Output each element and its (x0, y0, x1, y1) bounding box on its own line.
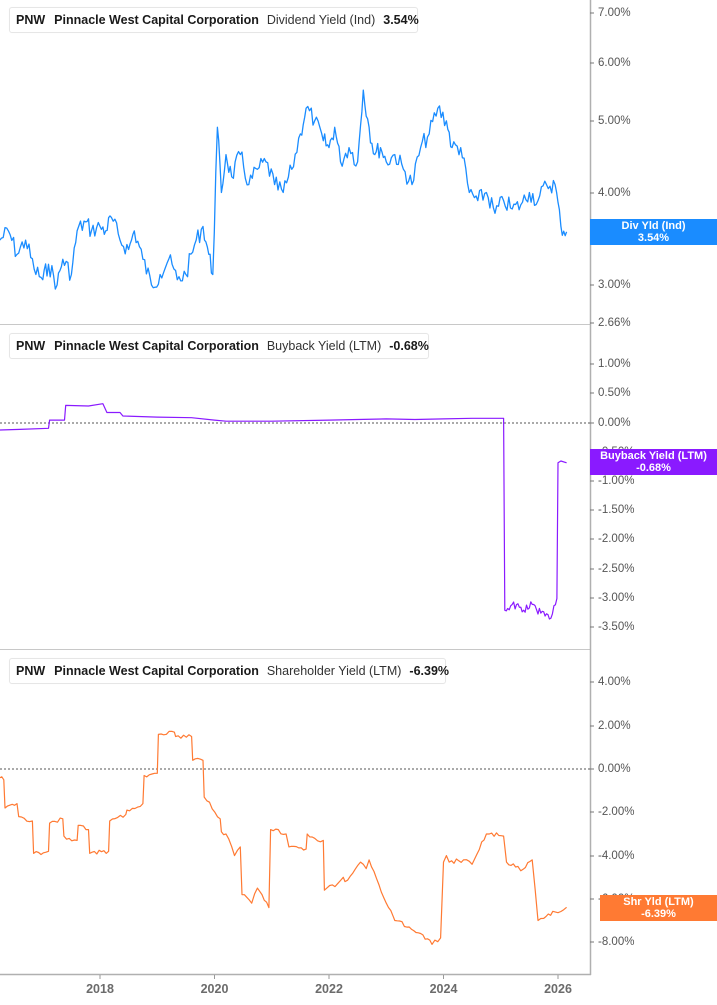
ticker-label: PNW (16, 339, 46, 353)
y-tick-label: 1.00% (598, 358, 631, 370)
shareholder-yield-line (0, 730, 567, 945)
x-tick-label: 2024 (429, 982, 458, 996)
y-tick-label: 3.00% (598, 279, 631, 291)
box-series-value: -6.39% (641, 908, 676, 920)
y-tick-label: 2.66% (598, 317, 631, 329)
buyback-yield-legend[interactable]: PNW Pinnacle West Capital Corporation Bu… (9, 333, 429, 359)
dividend-current-value-box: Div Yld (Ind) 3.54% (590, 219, 717, 245)
y-tick-label: 4.00% (598, 676, 631, 688)
box-series-name: Buyback Yield (LTM) (600, 450, 707, 462)
y-tick-label: -8.00% (598, 936, 635, 948)
box-series-value: -0.68% (636, 462, 671, 474)
company-name: Pinnacle West Capital Corporation (54, 13, 259, 27)
x-tick-label: 2026 (544, 982, 572, 996)
shareholder-yield-legend[interactable]: PNW Pinnacle West Capital Corporation Sh… (9, 658, 450, 684)
metric-name: Buyback Yield (LTM) (266, 339, 382, 353)
company-name: Pinnacle West Capital Corporation (54, 664, 259, 678)
metric-name: Shareholder Yield (LTM) (266, 664, 402, 678)
y-tick-label: 4.00% (598, 187, 631, 199)
metric-name: Dividend Yield (Ind) (266, 13, 376, 27)
y-tick-label: -2.50% (598, 563, 635, 575)
shareholder-current-value-box: Shr Yld (LTM) -6.39% (600, 895, 717, 921)
x-tick-label: 2022 (315, 982, 343, 996)
y-tick-label: 5.00% (598, 115, 631, 127)
y-tick-label: 0.00% (598, 763, 631, 775)
y-tick-label: 0.00% (598, 417, 631, 429)
ticker-label: PNW (16, 13, 46, 27)
y-tick-label: 7.00% (598, 7, 631, 19)
y-tick-label: -2.00% (598, 533, 635, 545)
x-tick-label: 2018 (86, 982, 114, 996)
y-tick-label: 0.50% (598, 387, 631, 399)
metric-value: -6.39% (409, 664, 450, 678)
buyback-current-value-box: Buyback Yield (LTM) -0.68% (590, 449, 717, 475)
metric-value: 3.54% (383, 13, 419, 27)
box-series-name: Div Yld (Ind) (621, 220, 686, 232)
y-tick-label: -3.00% (598, 592, 635, 604)
y-tick-label: 6.00% (598, 57, 631, 69)
box-series-value: 3.54% (637, 232, 670, 244)
y-tick-label: -1.50% (598, 504, 635, 516)
ticker-label: PNW (16, 664, 46, 678)
dividend-yield-legend[interactable]: PNW Pinnacle West Capital Corporation Di… (9, 7, 419, 33)
y-tick-label: -1.00% (598, 475, 635, 487)
y-tick-label: 2.00% (598, 720, 631, 732)
buyback-yield-line (0, 403, 567, 620)
x-axis-ticks (99, 975, 559, 979)
company-name: Pinnacle West Capital Corporation (54, 339, 259, 353)
box-series-name: Shr Yld (LTM) (623, 896, 694, 908)
y-tick-label: -4.00% (598, 850, 635, 862)
y-tick-label: -3.50% (598, 621, 635, 633)
x-tick-label: 2020 (200, 982, 229, 996)
metric-value: -0.68% (389, 339, 429, 353)
dividend-yield-line (0, 89, 568, 290)
y-tick-label: -2.00% (598, 806, 635, 818)
